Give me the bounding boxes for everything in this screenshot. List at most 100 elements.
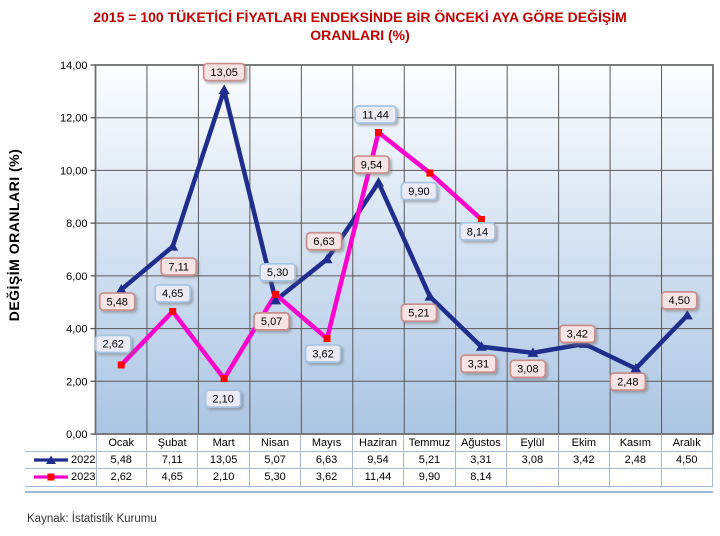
- data-label: 4,65: [162, 288, 183, 300]
- data-label-box-2022: [202, 62, 246, 82]
- data-point-marker-2022: [167, 241, 179, 251]
- data-point-marker-2022: [115, 284, 127, 294]
- data-label: 11,44: [362, 109, 389, 121]
- data-label-box-2023: [304, 344, 342, 363]
- table-col-header: Aralık: [661, 434, 713, 452]
- data-label-box-2022: [660, 291, 698, 310]
- table-col-header: Ocak: [95, 434, 147, 452]
- legend-marker-2023-icon: [34, 473, 69, 481]
- table-cell: [661, 469, 713, 487]
- y-tick-label: 4,00: [66, 324, 87, 336]
- data-label-box-2022: [609, 372, 647, 391]
- data-point-marker-2023: [169, 307, 177, 315]
- data-label-box-2022: [160, 257, 198, 276]
- table-col-header: Ekim: [558, 434, 611, 452]
- data-label: 3,42: [567, 329, 588, 341]
- legend-label: 2023: [71, 471, 96, 484]
- data-label-box-2023: [94, 334, 132, 354]
- data-label-box-2022: [98, 292, 136, 311]
- table-cell: 2,48: [610, 451, 662, 470]
- table-cell: [507, 469, 559, 487]
- table-cell: 2,10: [198, 469, 250, 487]
- table-col-header: Ağustos: [455, 434, 508, 452]
- table-cell: [558, 469, 611, 487]
- data-label: 2,48: [617, 376, 638, 388]
- y-tick-label: 10,00: [60, 165, 88, 177]
- data-label: 5,21: [408, 307, 429, 319]
- legend-marker-2022-icon: [34, 455, 69, 465]
- table-cell: 4,65: [146, 469, 199, 487]
- plot-area: 0,00 2,00 4,00 6,00 8,00 10,00 12,00 14,00 5,48 7…: [60, 60, 714, 441]
- data-label: 4,50: [669, 295, 690, 307]
- table-cell: 8,14: [455, 469, 508, 487]
- data-label: 2,10: [212, 393, 233, 405]
- data-label-box-2023: [400, 181, 438, 201]
- table-cell: 5,48: [95, 451, 147, 470]
- data-point-marker-2023: [117, 361, 125, 369]
- table-cell: 7,11: [146, 451, 199, 470]
- table-col-header: Nisan: [249, 434, 302, 452]
- table-cell: 9,54: [352, 451, 405, 470]
- data-label: 5,30: [267, 267, 288, 279]
- series-line-2022: [118, 87, 690, 371]
- table-cell: 4,50: [661, 451, 713, 470]
- data-label: 2,62: [103, 339, 124, 351]
- table-col-header: Şubat: [146, 434, 199, 452]
- y-tick-label: 14,00: [60, 60, 88, 72]
- data-point-marker-2022: [270, 294, 282, 305]
- data-point-marker-2022: [630, 363, 642, 373]
- table-cell: 9,90: [404, 469, 456, 487]
- data-label: 9,90: [408, 186, 429, 198]
- y-tick-label: 0,00: [66, 429, 87, 441]
- data-label: 3,31: [468, 359, 489, 371]
- data-point-marker-2022: [475, 341, 487, 351]
- data-label-box-2022: [509, 359, 547, 379]
- table-bottom-rule: [25, 490, 713, 493]
- y-tick-label: 8,00: [66, 218, 87, 230]
- data-label-box-2022: [559, 324, 596, 344]
- data-label: 6,63: [313, 236, 334, 248]
- chart-title: 2015 = 100 TÜKETİCİ FİYATLARI ENDEKSİNDE…: [50, 8, 670, 44]
- data-point-marker-2022: [424, 291, 436, 301]
- data-label-box-2022: [460, 354, 497, 374]
- y-tick-label: 12,00: [60, 113, 88, 125]
- table-cell: 5,07: [249, 451, 302, 470]
- data-label: 5,07: [261, 316, 282, 328]
- data-label-box-2022: [253, 312, 290, 331]
- data-point-marker-2023: [375, 128, 383, 136]
- plot-border: [94, 64, 714, 435]
- data-point-marker-2022: [373, 177, 385, 187]
- table-cell: 6,63: [301, 451, 353, 470]
- legend-label: 2022: [71, 454, 96, 467]
- chart-title-line2: ORANLARI (%): [310, 27, 410, 43]
- data-label: 13,05: [210, 67, 238, 79]
- data-point-marker-2023: [323, 335, 331, 343]
- series-line-2023: [118, 130, 484, 381]
- table-cell: 5,21: [404, 451, 456, 470]
- data-label-box-2022: [305, 231, 343, 251]
- table-col-header: Eylül: [507, 434, 559, 452]
- data-label: 7,11: [168, 261, 189, 273]
- table-cell: 3,31: [455, 451, 508, 470]
- table-col-header: Kasım: [610, 434, 662, 452]
- legend-entry-2022: 2022: [25, 452, 96, 470]
- y-tick-label: 2,00: [66, 376, 87, 388]
- table-col-header: Temmuz: [404, 434, 456, 452]
- data-label: 3,62: [312, 348, 333, 360]
- data-label-box-2023: [154, 284, 192, 303]
- data-label-box-2023: [204, 389, 242, 408]
- data-point-marker-2023: [426, 169, 434, 177]
- table-cell: 3,08: [507, 451, 559, 470]
- data-label: 5,48: [107, 296, 128, 308]
- table-cell: 5,30: [249, 469, 302, 487]
- data-point-marker-2023: [477, 215, 485, 223]
- chart-title-line1: 2015 = 100 TÜKETİCİ FİYATLARI ENDEKSİNDE…: [93, 9, 627, 25]
- table-cell: 2,62: [95, 469, 147, 487]
- data-label-box-2023: [459, 222, 496, 241]
- data-label: 9,54: [361, 159, 382, 171]
- table-col-header: Mayıs: [301, 434, 353, 452]
- table-cell: 3,62: [301, 469, 353, 487]
- data-point-marker-2022: [527, 347, 539, 357]
